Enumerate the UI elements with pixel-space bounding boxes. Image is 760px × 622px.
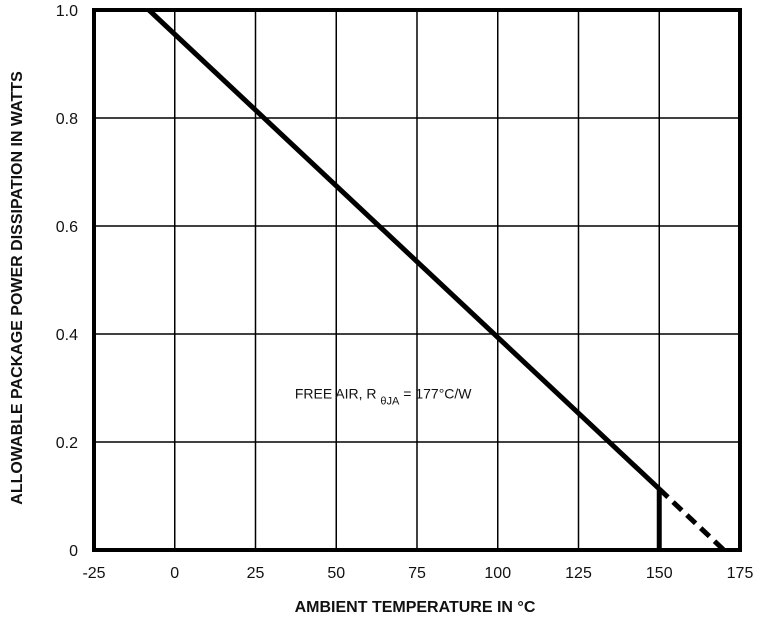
- y-tick-label: 0.8: [56, 111, 78, 128]
- x-tick-label: 100: [484, 565, 511, 582]
- grid: [94, 10, 740, 550]
- x-tick-label: 150: [646, 565, 673, 582]
- derating-line: [147, 8, 661, 491]
- annotation-prefix: FREE AIR, R: [295, 385, 381, 401]
- y-tick-labels: 0 0.2 0.4 0.6 0.8 1.0: [56, 3, 78, 560]
- x-tick-labels: -25 0 25 50 75 100 125 150 175: [82, 565, 753, 582]
- y-tick-label: 0.2: [56, 435, 78, 452]
- x-tick-label: 50: [327, 565, 345, 582]
- x-tick-label: 125: [565, 565, 592, 582]
- y-tick-label: 0.6: [56, 219, 78, 236]
- derating-line-dashed: [657, 487, 726, 552]
- annotation-free-air: FREE AIR, R θJA = 177°C/W: [295, 385, 472, 407]
- series-layer: [147, 8, 726, 552]
- y-tick-label: 0.4: [56, 327, 78, 344]
- annotation-suffix: = 177°C/W: [399, 385, 472, 401]
- y-axis-title: ALLOWABLE PACKAGE POWER DISSIPATION IN W…: [9, 71, 26, 505]
- annotation-subscript: θJA: [380, 395, 400, 407]
- plot-frame: [92, 8, 742, 552]
- x-tick-label: 175: [727, 565, 754, 582]
- x-axis-title: AMBIENT TEMPERATURE IN °C: [295, 599, 536, 616]
- x-tick-label: 25: [247, 565, 265, 582]
- y-tick-label: 0: [69, 543, 78, 560]
- y-tick-label: 1.0: [56, 3, 78, 20]
- x-tick-label: 75: [408, 565, 426, 582]
- x-tick-label: -25: [82, 565, 105, 582]
- x-tick-label: 0: [170, 565, 179, 582]
